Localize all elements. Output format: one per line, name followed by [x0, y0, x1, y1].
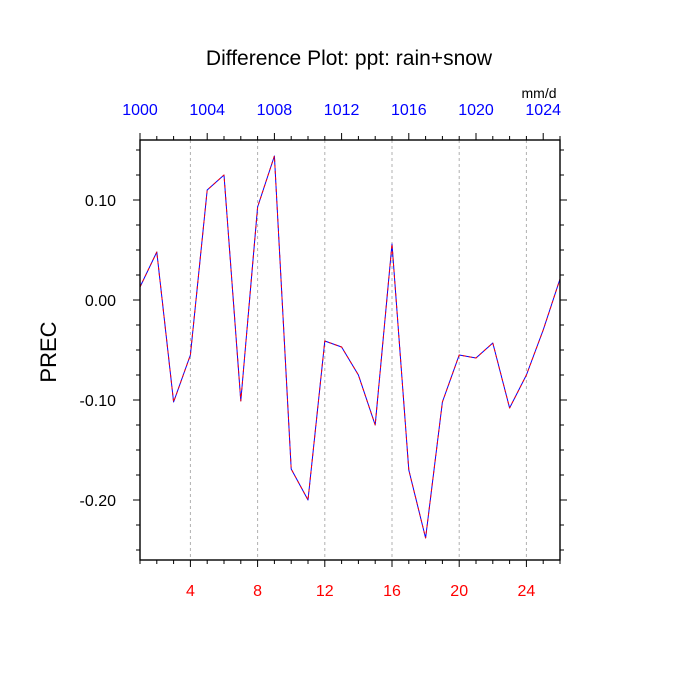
top-tick-label-2: 1008 — [257, 102, 293, 119]
series-line-1 — [139, 155, 561, 539]
x-tick-label-3: 16 — [383, 583, 401, 600]
y-tick-label-1: 0.00 — [85, 293, 116, 310]
x-tick-label-0: 4 — [186, 583, 195, 600]
top-tick-label-0: 1000 — [122, 102, 158, 119]
y-tick-label-3: -0.20 — [80, 493, 117, 510]
top-tick-label-4: 1016 — [391, 102, 427, 119]
top-tick-label-5: 1020 — [458, 102, 494, 119]
grid-lines — [189, 140, 527, 560]
x-tick-label-4: 20 — [450, 583, 468, 600]
y-axis-label: PREC — [36, 321, 61, 382]
top-tick-label-6: 1024 — [525, 102, 561, 119]
series-group — [139, 155, 561, 539]
plot-axes — [133, 133, 567, 567]
units-label: mm/d — [522, 85, 557, 101]
x-tick-label-1: 8 — [253, 583, 262, 600]
top-tick-label-1: 1004 — [189, 102, 225, 119]
chart-title: Difference Plot: ppt: rain+snow — [206, 47, 493, 70]
top-tick-label-3: 1012 — [324, 102, 360, 119]
y-tick-label-0: 0.10 — [85, 193, 116, 210]
y-tick-label-2: -0.10 — [80, 393, 117, 410]
series-line-0 — [139, 155, 561, 539]
plot-frame — [139, 139, 561, 561]
x-tick-label-5: 24 — [518, 583, 536, 600]
tick-labels: 4 8 12 16 20 24 1000 1004 1008 1012 1016 1020 1024 0.… — [80, 102, 562, 600]
x-tick-label-2: 12 — [316, 583, 334, 600]
